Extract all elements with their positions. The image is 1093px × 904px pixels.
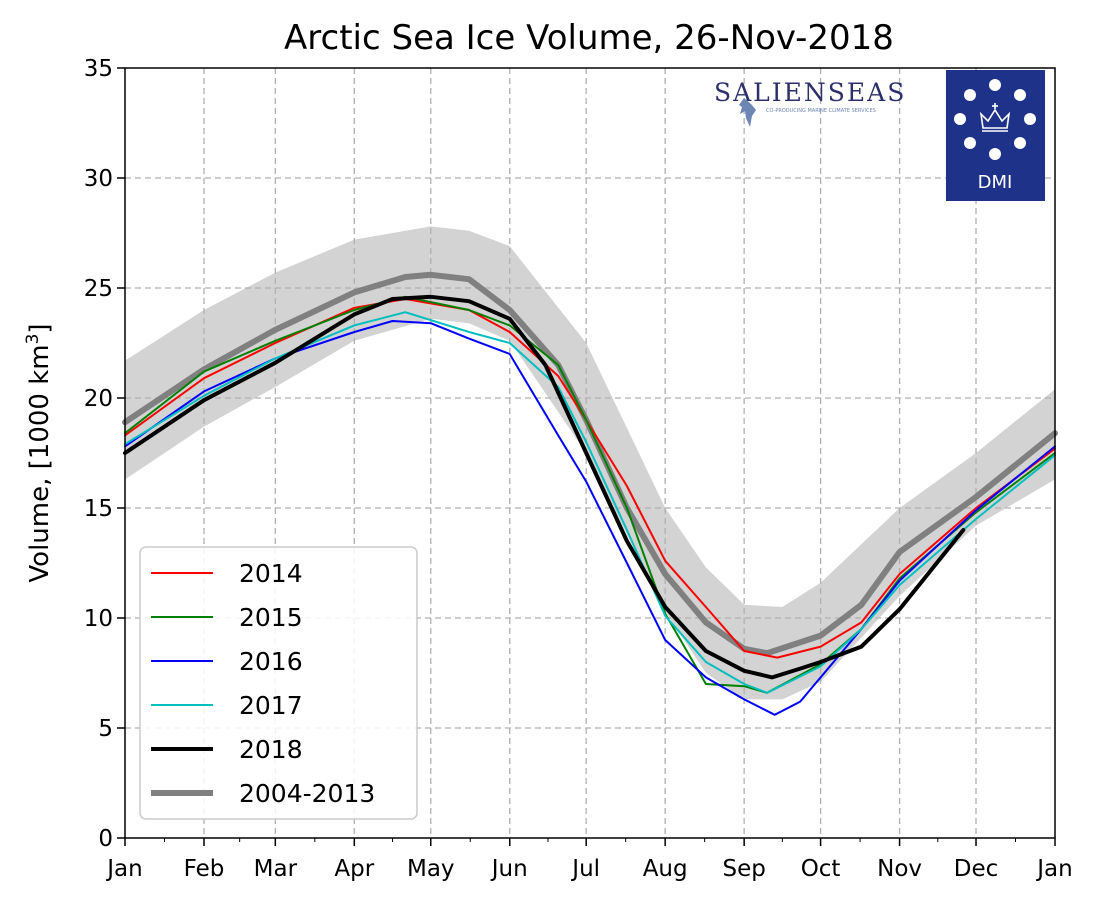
x-tick-label-0: Jan (105, 856, 142, 882)
x-tick-label-11: Dec (954, 856, 999, 882)
salienseas-logo: SALIENSEAS CO-PRODUCING MARINE CLIMATE S… (714, 78, 904, 127)
tick-layer: 0 5 10 15 20 25 30 35 Jan Feb Mar Apr May Jun Jul Aug Se… (84, 56, 1073, 882)
dmi-logo-dots (954, 79, 1036, 160)
legend-label-2016: 2016 (239, 647, 303, 676)
crown-icon (979, 103, 1011, 132)
y-tick-label-0: 0 (98, 826, 113, 852)
iceberg-icon (739, 98, 756, 127)
series-layer (122, 271, 1058, 716)
legend-label-2004-2013: 2004-2013 (239, 779, 375, 808)
series-line-2016 (124, 320, 1056, 716)
legend-label-2014: 2014 (239, 559, 303, 588)
plot-frame (124, 67, 1056, 839)
dmi-logo-text: DMI (978, 172, 1013, 193)
legend: 2014 2015 2016 2017 2018 2004-2013 (139, 546, 418, 820)
y-tick-label-20: 20 (84, 386, 113, 412)
legend-label-2015: 2015 (239, 603, 303, 632)
y-tick-label-30: 30 (84, 166, 113, 192)
x-tick-label-10: Nov (877, 856, 922, 882)
x-tick-label-12: Jan (1035, 856, 1072, 882)
x-tick-label-5: Jun (490, 856, 528, 882)
legend-label-2018: 2018 (239, 735, 303, 764)
series-line-2018 (123, 294, 966, 680)
x-tick-label-4: May (407, 856, 455, 882)
y-axis-label: Volume, [1000 km3] (23, 323, 55, 582)
x-tick-label-7: Aug (643, 856, 688, 882)
x-tick-label-2: Mar (254, 856, 298, 882)
y-tick-label-35: 35 (84, 56, 113, 82)
legend-items: 2014 2015 2016 2017 2018 2004-2013 (151, 559, 375, 808)
x-tick-label-3: Apr (334, 856, 374, 882)
dmi-logo: DMI (946, 70, 1045, 201)
y-tick-label-15: 15 (84, 496, 113, 522)
range-band (125, 226, 1055, 700)
salienseas-tagline: CO-PRODUCING MARINE CLIMATE SERVICES (766, 108, 876, 114)
x-tick-label-1: Feb (184, 856, 225, 882)
band-layer (125, 226, 1055, 700)
dmi-logo-background (946, 70, 1045, 201)
y-tick-label-5: 5 (98, 716, 113, 742)
x-tick-label-9: Oct (801, 856, 841, 882)
y-tick-label-10: 10 (84, 606, 113, 632)
x-tick-label-8: Sep (722, 856, 765, 882)
series-line-2017 (124, 311, 1056, 694)
x-tick-label-6: Jul (570, 856, 600, 882)
series-line-2014 (124, 298, 1056, 659)
chart-title: Arctic Sea Ice Volume, 26-Nov-2018 (284, 18, 894, 58)
legend-label-2017: 2017 (239, 691, 303, 720)
y-tick-label-25: 25 (84, 276, 113, 302)
